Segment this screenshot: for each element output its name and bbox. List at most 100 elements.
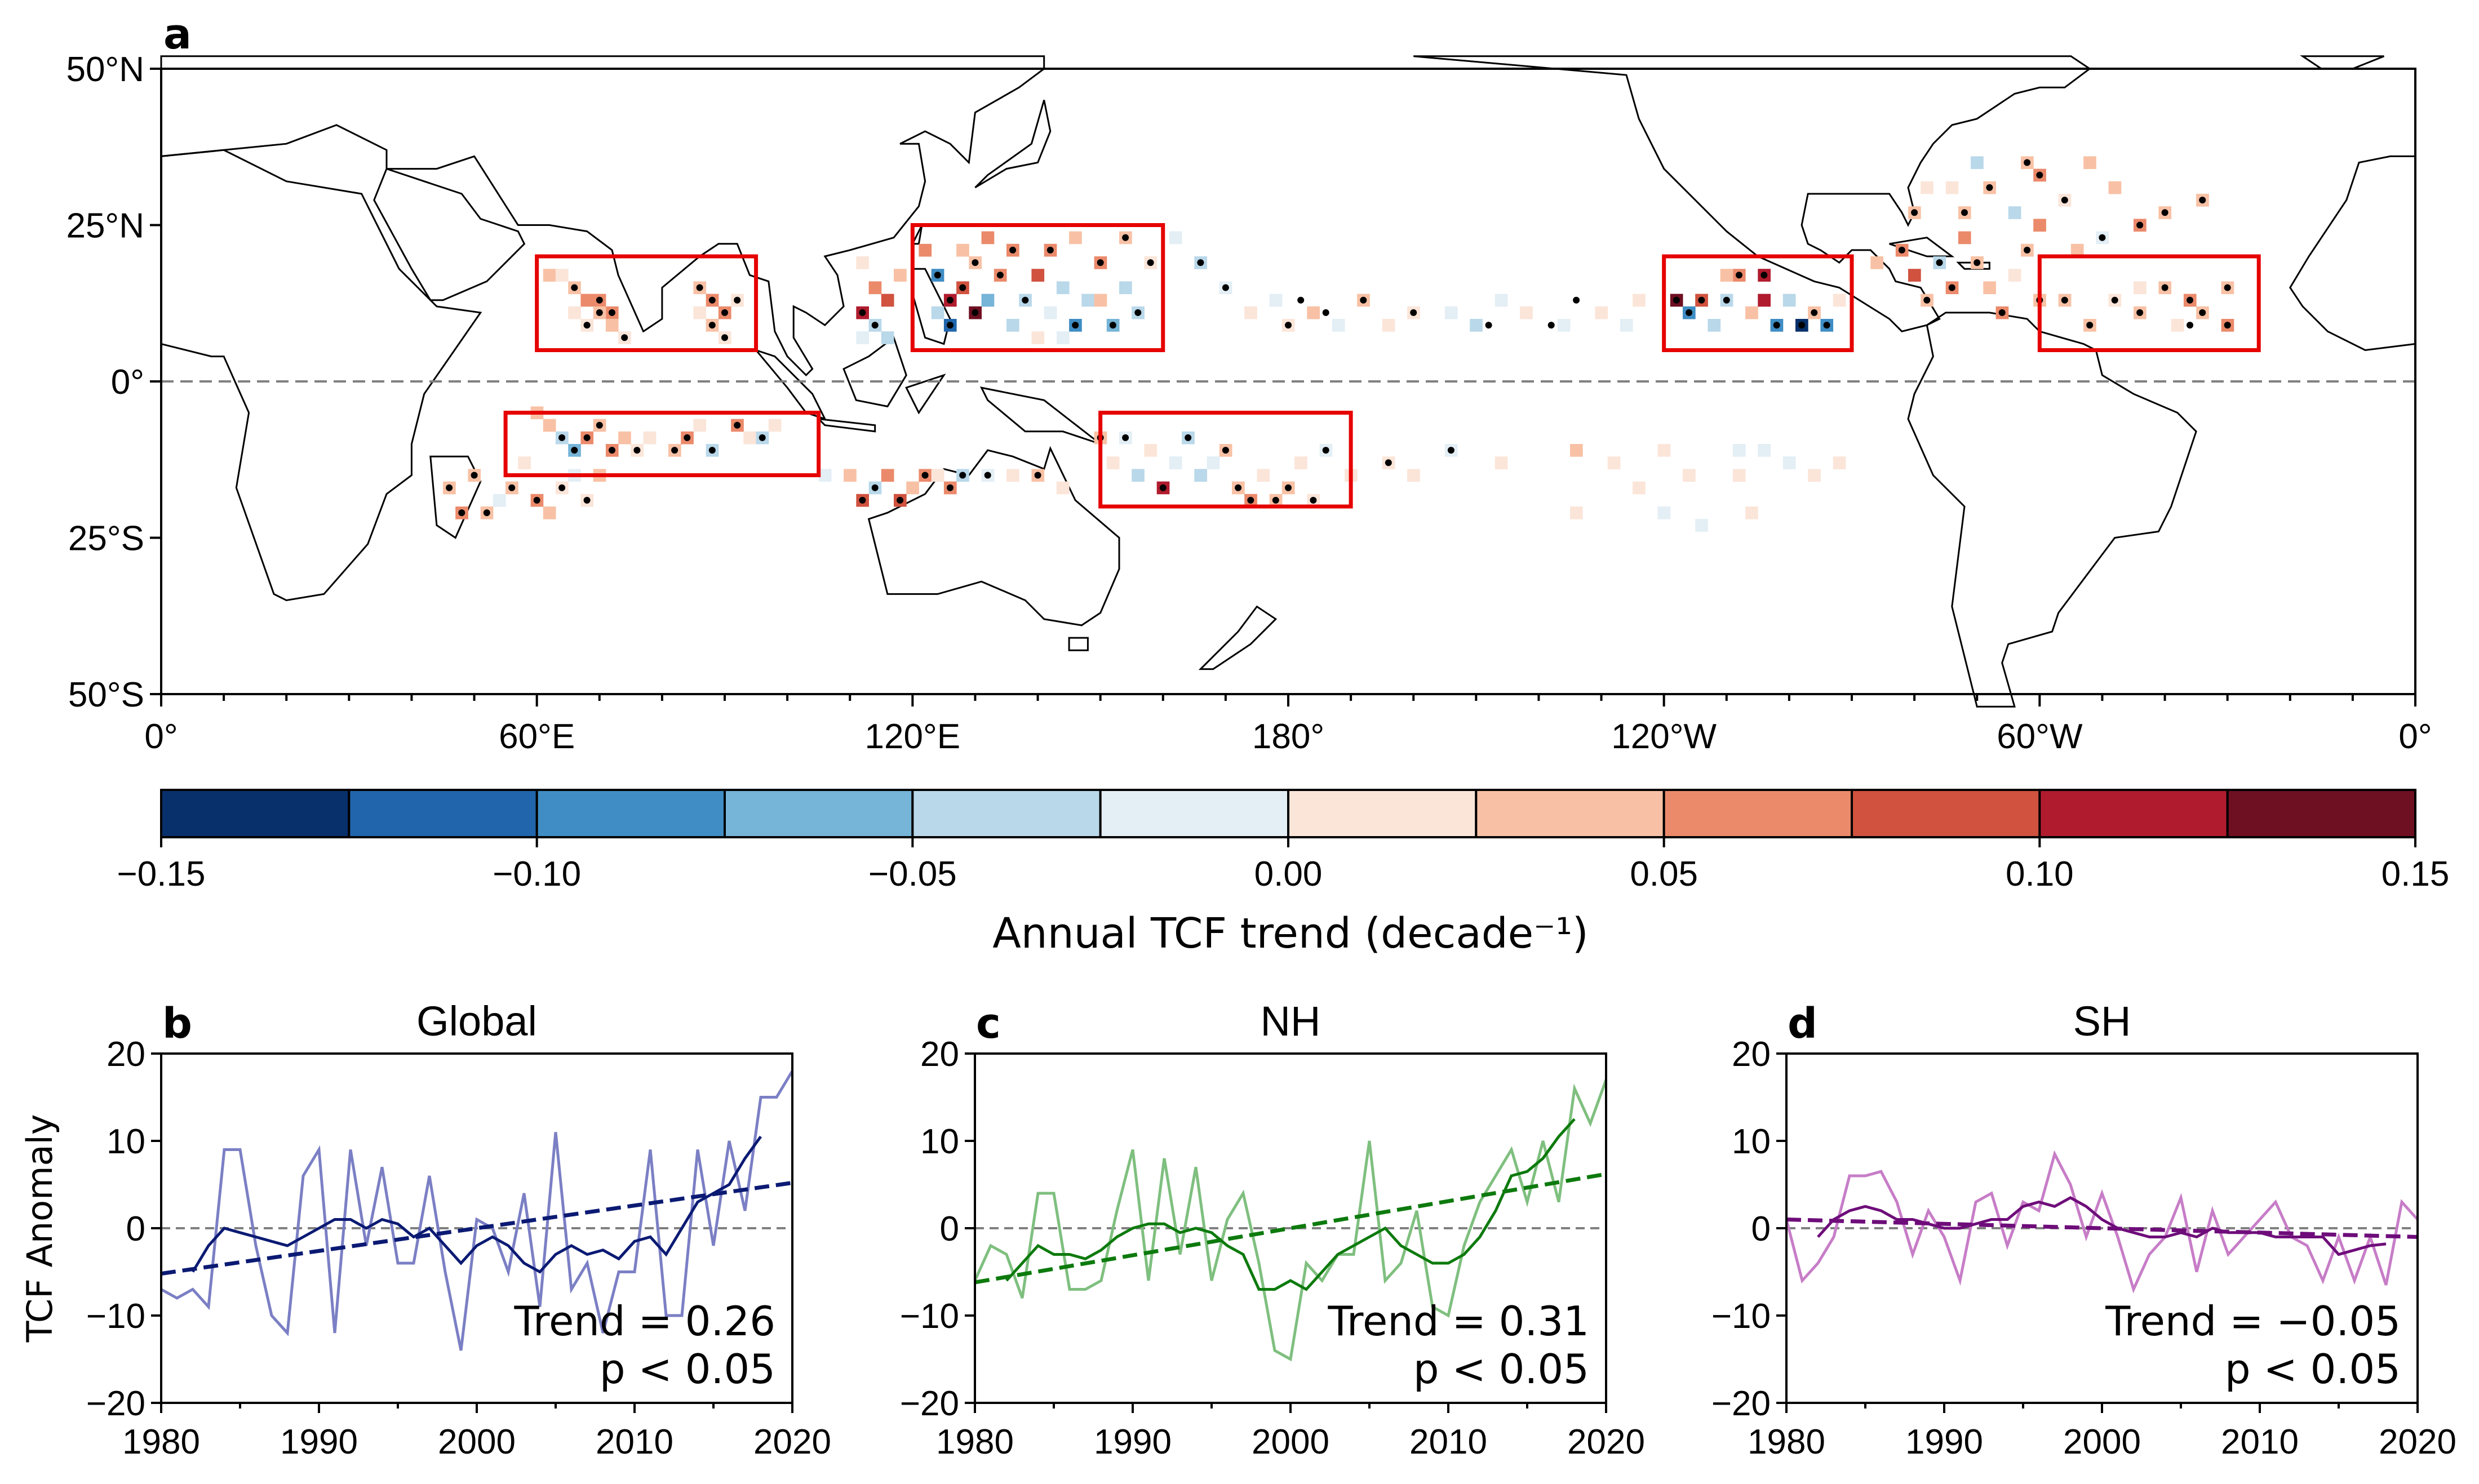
trend-cell — [1194, 469, 1207, 482]
panel-letter: c — [976, 999, 1001, 1048]
landmass-outline — [1068, 637, 1089, 651]
x-tick-label: 2000 — [1252, 1423, 1329, 1461]
trend-cell — [1983, 281, 1996, 295]
significance-dot — [583, 322, 591, 329]
trend-cell — [1307, 306, 1320, 319]
lon-tick-label: 120°E — [865, 717, 961, 756]
colorbar: −0.15 −0.10 −0.05 0.00 0.05 0.10 0.15 Annual T… — [117, 789, 2449, 958]
significance-dot — [2036, 171, 2043, 179]
significance-dot — [533, 496, 540, 504]
trend-cell — [906, 481, 919, 495]
y-tick-label: −20 — [86, 1384, 145, 1423]
trend-cell — [518, 456, 531, 469]
trend-annotation: Trend = 0.26 — [514, 1298, 775, 1345]
significance-dot — [1798, 322, 1806, 329]
smoothed-series-line — [191, 1135, 762, 1274]
colorbar-tick-label: −0.10 — [493, 855, 581, 894]
significance-dot — [897, 496, 904, 504]
significance-dot — [2086, 322, 2094, 329]
trend-cell — [1056, 281, 1070, 295]
land-outlines — [160, 55, 2416, 708]
significance-dot — [558, 484, 566, 491]
trend-cell — [1169, 231, 1182, 245]
significance-dot — [708, 447, 716, 454]
significance-dot — [621, 334, 628, 341]
significance-dot — [1097, 259, 1104, 266]
significance-dot — [684, 434, 691, 441]
trend-cell — [2008, 269, 2021, 282]
lat-tick-label: 25°S — [68, 519, 144, 558]
trend-cell — [981, 231, 995, 245]
significance-dot — [633, 447, 641, 454]
trend-cell — [1782, 294, 1796, 307]
significance-dot — [1147, 259, 1154, 266]
significance-dot — [947, 322, 954, 329]
trend-cells — [443, 156, 2234, 532]
significance-dot — [583, 434, 591, 441]
trend-cell — [1683, 469, 1696, 482]
landmass-outline — [911, 224, 923, 245]
colorbar-tick-label: 0.10 — [2006, 855, 2074, 894]
trend-cell — [1495, 294, 1508, 307]
trend-cell — [543, 506, 556, 519]
landmass-outline — [373, 167, 526, 301]
lon-tick-label: 0° — [2398, 717, 2432, 756]
significance-dot — [596, 421, 603, 429]
significance-dot — [2187, 296, 2193, 304]
trend-cell — [1808, 469, 1821, 482]
x-tick-label: 1990 — [1094, 1423, 1172, 1461]
significance-dot — [972, 309, 979, 316]
trend-cell — [1657, 506, 1671, 519]
trend-line — [1786, 1218, 2418, 1239]
significance-dot — [583, 496, 591, 504]
significance-dot — [2199, 197, 2206, 204]
trend-cell — [818, 469, 832, 482]
trend-cell — [1732, 469, 1746, 482]
colorbar-bin — [1662, 789, 1853, 838]
significance-dot — [1022, 296, 1029, 304]
significance-dot — [1235, 484, 1242, 491]
significance-dot — [508, 484, 516, 491]
trend-cell — [605, 319, 619, 332]
y-tick-label: 20 — [1732, 1035, 1771, 1074]
colorbar-bin — [1851, 789, 2041, 838]
significance-dot — [1698, 296, 1705, 304]
colorbar-bin — [160, 789, 351, 838]
x-tick-label: 1980 — [1748, 1423, 1825, 1461]
significance-dot — [1447, 447, 1454, 454]
significance-dot — [1673, 296, 1680, 304]
lat-tick-label: 25°N — [66, 207, 144, 246]
significance-dot — [609, 447, 615, 454]
significance-dot — [734, 296, 741, 304]
annual-series-line — [973, 1079, 1608, 1362]
significance-dot — [708, 322, 716, 329]
annual-series-line — [160, 1070, 794, 1351]
y-tick-label: 0 — [940, 1210, 959, 1248]
trend-cell — [1407, 469, 1420, 482]
trend-cell — [1444, 306, 1458, 319]
trend-cell — [1470, 319, 1483, 332]
colorbar-tick-label: 0.05 — [1630, 855, 1698, 894]
landmass-outline — [867, 446, 1120, 627]
significance-dot — [1197, 259, 1204, 266]
y-tick-label: 0 — [126, 1210, 145, 1248]
significance-dot — [2224, 322, 2231, 329]
region-box — [1662, 254, 1854, 352]
colorbar-bin — [1099, 789, 1289, 838]
significance-dot — [1122, 434, 1129, 441]
landmass-outline — [1907, 312, 2197, 708]
trend-annotation: Trend = 0.31 — [1328, 1298, 1589, 1345]
trend-cell — [1006, 469, 1019, 482]
significance-dot — [1072, 322, 1079, 329]
x-tick-label: 2020 — [753, 1423, 831, 1461]
significance-dot — [1948, 284, 1955, 291]
significance-dot — [871, 322, 879, 329]
trend-cell — [1044, 306, 1057, 319]
region-box — [2037, 254, 2261, 352]
trend-cell — [2008, 206, 2021, 219]
significance-dot — [446, 484, 453, 491]
trend-cell — [1971, 156, 1984, 170]
trend-cell — [881, 469, 894, 482]
trend-cell — [1570, 444, 1583, 457]
